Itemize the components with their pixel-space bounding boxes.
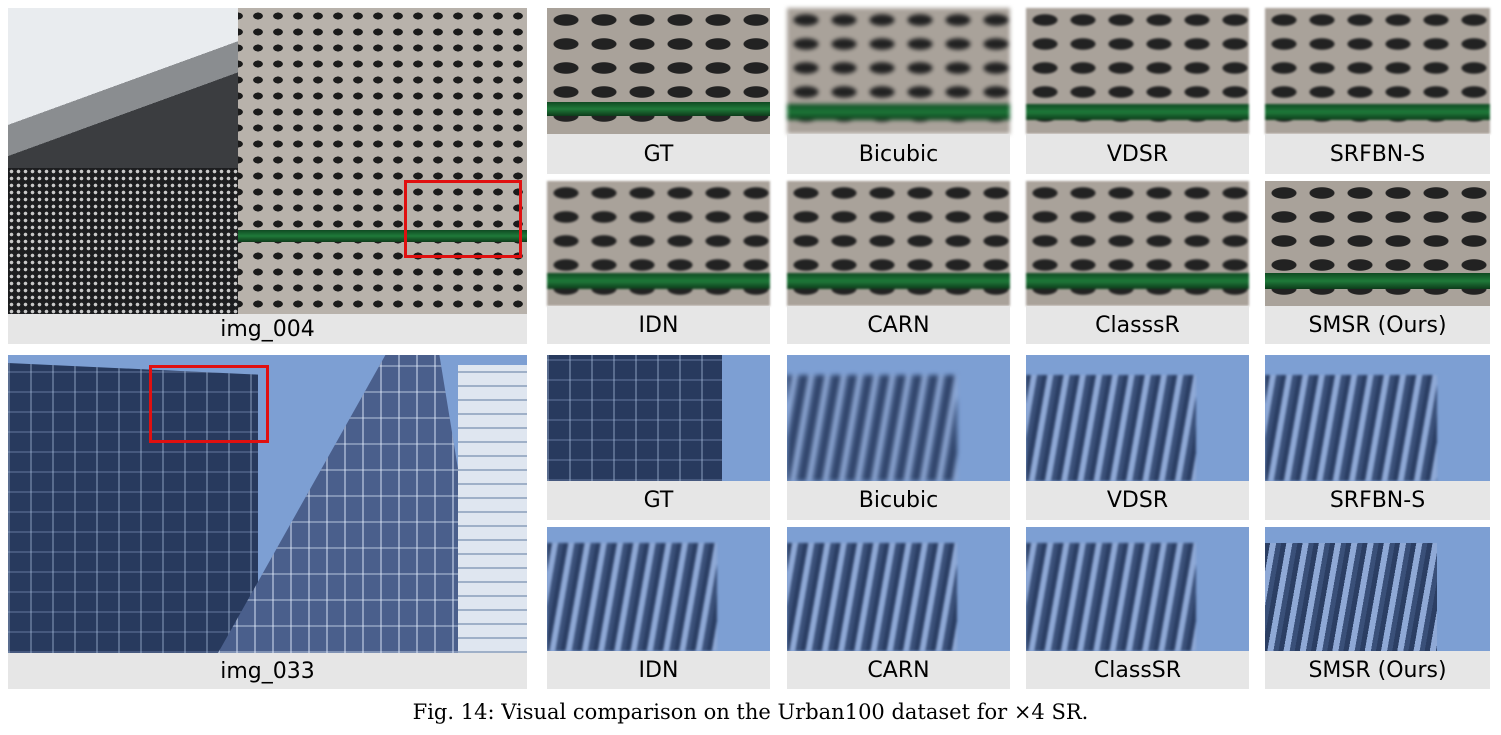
crop-image-srfbn [1265,355,1490,481]
crop-panel: Bicubic [787,8,1010,174]
main-label: img_033 [8,653,527,689]
crop-panel: ClasssR [1026,181,1249,344]
green-bar [238,230,527,242]
crop-image-classsr [1026,527,1249,651]
crop-panel: ClassSR [1026,527,1249,689]
crop-image-gt [547,355,770,481]
highlight-box [404,180,522,258]
crop-panel: VDSR [1026,8,1249,174]
main-image-panel-img004: img_004 [8,8,527,344]
crop-label: Bicubic [787,134,1010,174]
main-image-img004 [8,8,527,314]
crop-label: GT [547,134,770,174]
crop-label: SRFBN-S [1265,134,1490,174]
crop-image-carn [787,527,1010,651]
crop-panel: SRFBN-S [1265,355,1490,520]
crop-image-smsr [1265,527,1490,651]
crop-image-bicubic [787,355,1010,481]
main-image-panel-img033: img_033 [8,355,527,689]
figure-caption: Fig. 14: Visual comparison on the Urban1… [412,700,1089,724]
crop-panel: SMSR (Ours) [1265,181,1490,344]
crop-image-vdsr [1026,8,1249,134]
crop-panel: Bicubic [787,355,1010,520]
crop-label: CARN [787,306,1010,344]
crop-image-smsr [1265,181,1490,306]
crop-label: ClasssR [1026,306,1249,344]
crop-panel: IDN [547,181,770,344]
crop-panel: VDSR [1026,355,1249,520]
crop-label: CARN [787,651,1010,689]
crop-image-idn [547,527,770,651]
crop-image-gt [547,8,770,134]
crop-panel: SMSR (Ours) [1265,527,1490,689]
crop-label: SMSR (Ours) [1265,306,1490,344]
crop-label: VDSR [1026,134,1249,174]
crop-image-idn [547,181,770,306]
crop-panel: GT [547,355,770,520]
crop-image-bicubic [787,8,1010,134]
crop-panel: GT [547,8,770,174]
crop-panel: CARN [787,527,1010,689]
main-image-img033 [8,355,527,653]
crop-label: SRFBN-S [1265,481,1490,520]
crop-label: GT [547,481,770,520]
crop-panel: IDN [547,527,770,689]
left-tower [8,363,258,653]
crop-panel: SRFBN-S [1265,8,1490,174]
crop-label: VDSR [1026,481,1249,520]
grille [8,168,238,314]
main-label: img_004 [8,314,527,344]
crop-label: ClassSR [1026,651,1249,689]
crop-label: IDN [547,651,770,689]
crop-image-classsr [1026,181,1249,306]
right-building [458,365,527,653]
crop-label: IDN [547,306,770,344]
crop-image-vdsr [1026,355,1249,481]
crop-label: Bicubic [787,481,1010,520]
crop-panel: CARN [787,181,1010,344]
crop-label: SMSR (Ours) [1265,651,1490,689]
highlight-box [149,365,269,443]
crop-image-carn [787,181,1010,306]
crop-image-srfbn [1265,8,1490,134]
